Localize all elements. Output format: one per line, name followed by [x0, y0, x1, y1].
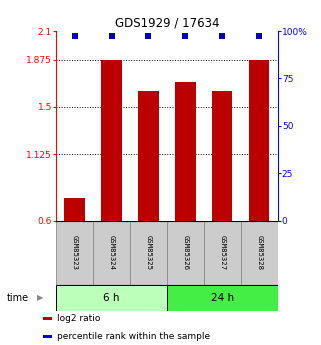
- Text: GSM85324: GSM85324: [108, 235, 115, 270]
- Text: GSM85325: GSM85325: [145, 235, 152, 270]
- Text: GSM85327: GSM85327: [219, 235, 225, 270]
- Point: [72, 33, 77, 39]
- Text: percentile rank within the sample: percentile rank within the sample: [56, 332, 210, 341]
- Bar: [241, 221, 278, 285]
- Point: [146, 33, 151, 39]
- Bar: [249, 60, 269, 221]
- Text: 24 h: 24 h: [211, 293, 234, 303]
- Point: [183, 33, 188, 39]
- Bar: [167, 285, 278, 310]
- Bar: [56, 221, 93, 285]
- Point: [256, 33, 262, 39]
- Bar: [101, 60, 122, 221]
- Bar: [138, 90, 159, 221]
- Text: ▶: ▶: [37, 293, 43, 302]
- Text: time: time: [6, 293, 29, 303]
- Text: GSM85328: GSM85328: [256, 235, 262, 270]
- Text: 6 h: 6 h: [103, 293, 120, 303]
- Point: [220, 33, 225, 39]
- Bar: [65, 198, 85, 221]
- Bar: [175, 82, 195, 221]
- Text: GSM85323: GSM85323: [72, 235, 78, 270]
- Text: log2 ratio: log2 ratio: [56, 314, 100, 323]
- Point: [109, 33, 114, 39]
- Bar: [130, 221, 167, 285]
- Bar: [212, 90, 232, 221]
- Bar: [167, 221, 204, 285]
- Title: GDS1929 / 17634: GDS1929 / 17634: [115, 17, 219, 30]
- Bar: [56, 285, 167, 310]
- Text: GSM85326: GSM85326: [182, 235, 188, 270]
- Bar: [43, 317, 52, 320]
- Bar: [204, 221, 241, 285]
- Bar: [93, 221, 130, 285]
- Bar: [43, 335, 52, 338]
